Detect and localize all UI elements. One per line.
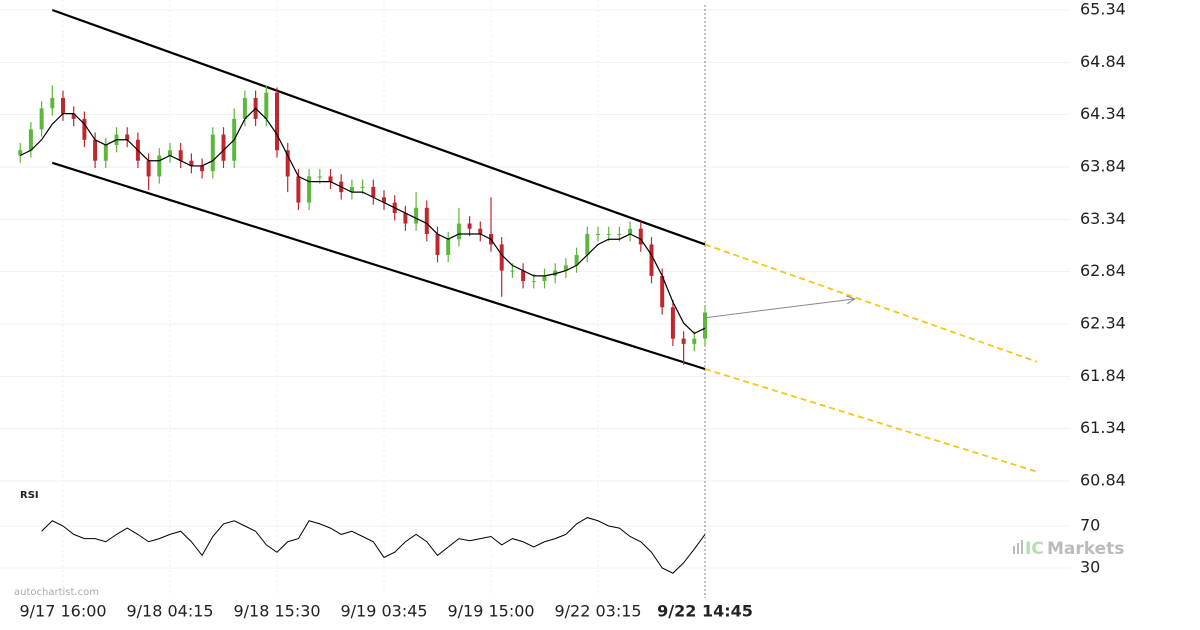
candle-body [178,150,183,161]
y-tick-label: 30 [1080,558,1100,577]
y-tick-label: 70 [1080,516,1100,535]
y-tick-label: 61.34 [1080,418,1126,437]
candle-body [61,97,65,114]
candle-body [478,228,483,234]
candle-body [242,97,247,119]
candle-body [521,270,526,282]
x-tick-label: 9/19 15:00 [447,602,534,621]
candle-body [382,197,386,203]
candle-body [456,223,461,240]
y-tick-label: 64.84 [1080,52,1126,71]
candle-body [18,150,23,156]
logo-prefix: IC [1025,539,1044,559]
candle-body [670,307,675,339]
x-tick-label: 9/22 03:15 [554,602,641,621]
channel-line [51,8,706,246]
candle-body [371,186,376,198]
x-tick-label: 9/22 14:45 [657,602,753,621]
candle-body [510,270,515,272]
candle-body [50,97,55,109]
candle-body [125,134,130,140]
candle-body [596,233,600,235]
y-tick-label: 63.84 [1080,157,1126,176]
y-tick-label: 63.34 [1080,209,1126,228]
candle-body [692,338,697,344]
candle-body [296,176,301,203]
candle-body [328,176,333,182]
candle-body [275,92,279,151]
candle-body [649,244,654,276]
candle-body [617,233,622,235]
candle-body [360,186,365,188]
y-tick-label: 60.84 [1080,471,1126,490]
watermark: autochartist.com [14,587,99,598]
logo-icon [1013,546,1015,554]
candle-body [285,150,290,177]
projection-line [704,368,1037,473]
candle-body [82,118,87,140]
logo-icon [1021,540,1023,554]
y-tick-label: 61.84 [1080,366,1126,385]
candle-body [531,281,536,283]
candle-body [307,176,312,203]
projection-line [704,243,1037,363]
candle-body [168,150,172,156]
candle-body [71,113,76,119]
candle-body [435,233,440,255]
candle-body [606,233,611,235]
logo: IC Markets [1013,539,1124,559]
candle-body [681,338,686,344]
candle-body [563,265,568,271]
candle-body [703,312,707,339]
y-tick-label: 62.84 [1080,261,1126,280]
candle-body [317,176,322,178]
candle-body [221,134,226,161]
candle-body [28,129,33,151]
x-tick-label: 9/19 03:45 [340,602,427,621]
candle-body [264,92,269,119]
candle-body [157,155,162,177]
candle-body [146,160,151,177]
candle-body [210,134,215,172]
candle-body [200,165,205,172]
candle-body [446,239,451,255]
candle-body [39,108,44,130]
candle-body [542,275,547,282]
moving-average [19,107,706,335]
x-tick-label: 9/18 04:15 [126,602,213,621]
forecast-arrow [704,298,855,319]
candle-body [349,186,354,193]
candle-body [585,233,590,255]
candle-body [628,228,633,234]
logo-icon [1017,543,1019,554]
candle-body [403,213,408,224]
candle-body [189,160,194,166]
rsi-line [41,517,706,574]
candle-body [93,139,98,161]
y-tick-label: 64.34 [1080,104,1126,123]
candle-body [660,275,665,308]
candle-body [499,244,504,271]
candle-body [574,254,579,266]
arrow-head [846,295,856,305]
y-tick-label: 65.34 [1080,0,1126,19]
x-tick-label: 9/17 16:00 [19,602,106,621]
candle-body [103,145,108,161]
channel-line [51,161,706,371]
candle-body [638,228,643,245]
logo-text: Markets [1047,539,1124,559]
y-tick-label: 62.34 [1080,314,1126,333]
rsi-label: RSI [20,490,39,501]
candle-body [467,223,472,229]
candle-body [424,207,429,234]
x-tick-label: 9/18 15:30 [233,602,320,621]
candle-body [414,207,419,224]
